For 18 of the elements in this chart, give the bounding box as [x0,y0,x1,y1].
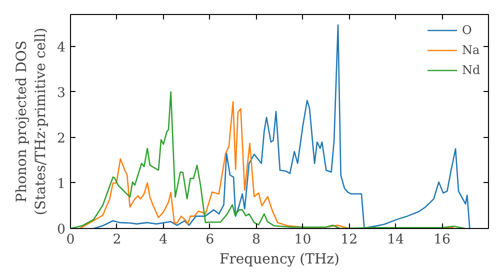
x-tick-label: 12 [340,232,358,248]
x-tick-label: 6 [206,232,214,248]
y-tick-label: 3 [57,86,66,101]
x-tick-label: 2 [112,232,122,248]
legend-label: Na [462,43,481,57]
x-tick-label: 14 [387,232,404,248]
x-tick-label: 10 [294,232,312,248]
y-tick-label: 2 [57,131,66,146]
x-tick-label: 8 [252,232,261,248]
x-tick-label: 16 [434,232,451,248]
x-axis-title: Frequency (THz) [219,252,340,268]
y-tick-label: 1 [57,176,66,192]
legend-label: Nd [462,63,482,77]
y-tick-label: 0 [57,222,66,238]
legend-label: O [462,23,473,37]
x-tick-label: 4 [159,232,168,248]
y-axis-title: Phonon projected DOS (States/THz·primitive cell) [14,28,50,216]
y-tick-label: 4 [57,40,66,56]
